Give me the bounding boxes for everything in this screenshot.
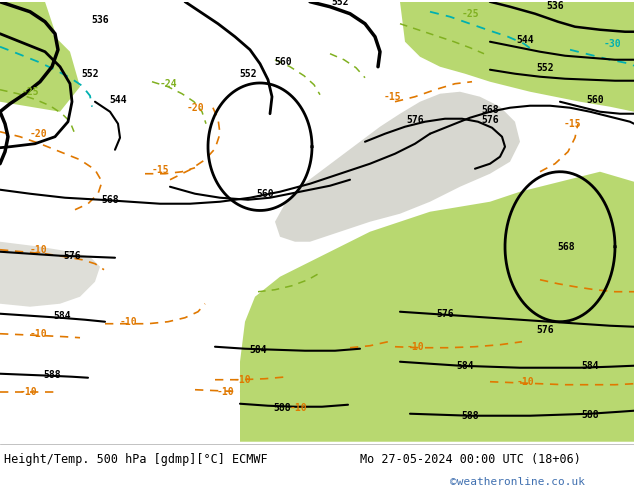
Text: 576: 576: [63, 251, 81, 261]
Text: Mo 27-05-2024 00:00 UTC (18+06): Mo 27-05-2024 00:00 UTC (18+06): [360, 453, 581, 466]
Polygon shape: [240, 172, 634, 441]
Polygon shape: [0, 7, 80, 112]
Text: 560: 560: [256, 189, 274, 199]
Text: 552: 552: [536, 63, 554, 73]
Text: 552: 552: [331, 0, 349, 7]
Text: 560: 560: [274, 57, 292, 67]
Polygon shape: [275, 92, 520, 242]
Text: 552: 552: [239, 69, 257, 79]
Text: -10: -10: [406, 342, 424, 352]
Text: -10: -10: [29, 245, 47, 255]
Text: -15: -15: [151, 165, 169, 175]
Text: 560: 560: [586, 95, 604, 105]
Text: -25: -25: [21, 87, 39, 97]
Text: -30: -30: [603, 39, 621, 49]
Text: 588: 588: [273, 403, 291, 413]
Text: -10: -10: [516, 377, 534, 387]
Text: 576: 576: [436, 309, 454, 318]
Text: 588: 588: [461, 411, 479, 421]
Text: -15: -15: [563, 119, 581, 129]
Text: -10: -10: [29, 329, 47, 339]
Text: 544: 544: [516, 35, 534, 45]
Text: 576: 576: [536, 325, 554, 335]
Text: 568: 568: [481, 105, 499, 115]
Text: -10: -10: [289, 403, 307, 413]
Text: -24: -24: [159, 79, 177, 89]
Text: -10: -10: [216, 387, 234, 397]
Text: -20: -20: [186, 103, 204, 113]
Text: -10: -10: [119, 317, 137, 327]
Text: 536: 536: [91, 15, 109, 24]
Text: 552: 552: [81, 69, 99, 79]
Text: -15: -15: [383, 92, 401, 102]
Text: -25: -25: [461, 9, 479, 19]
Text: 588: 588: [581, 410, 598, 420]
Text: 536: 536: [546, 0, 564, 11]
Text: 588: 588: [43, 370, 61, 380]
Polygon shape: [0, 2, 55, 52]
Text: 568: 568: [101, 195, 119, 205]
Polygon shape: [0, 242, 100, 307]
Text: 584: 584: [581, 361, 598, 371]
Text: -20: -20: [29, 129, 47, 139]
Text: 576: 576: [481, 115, 499, 125]
Text: 576: 576: [406, 115, 424, 125]
Text: -10: -10: [19, 387, 37, 397]
Text: ©weatheronline.co.uk: ©weatheronline.co.uk: [450, 477, 585, 487]
Text: 584: 584: [456, 361, 474, 371]
Polygon shape: [400, 2, 634, 112]
Text: 584: 584: [249, 345, 267, 355]
Text: 544: 544: [109, 95, 127, 105]
Text: Height/Temp. 500 hPa [gdmp][°C] ECMWF: Height/Temp. 500 hPa [gdmp][°C] ECMWF: [4, 453, 268, 466]
Text: 584: 584: [53, 311, 71, 321]
Text: -10: -10: [233, 375, 251, 385]
Text: 568: 568: [557, 242, 575, 252]
